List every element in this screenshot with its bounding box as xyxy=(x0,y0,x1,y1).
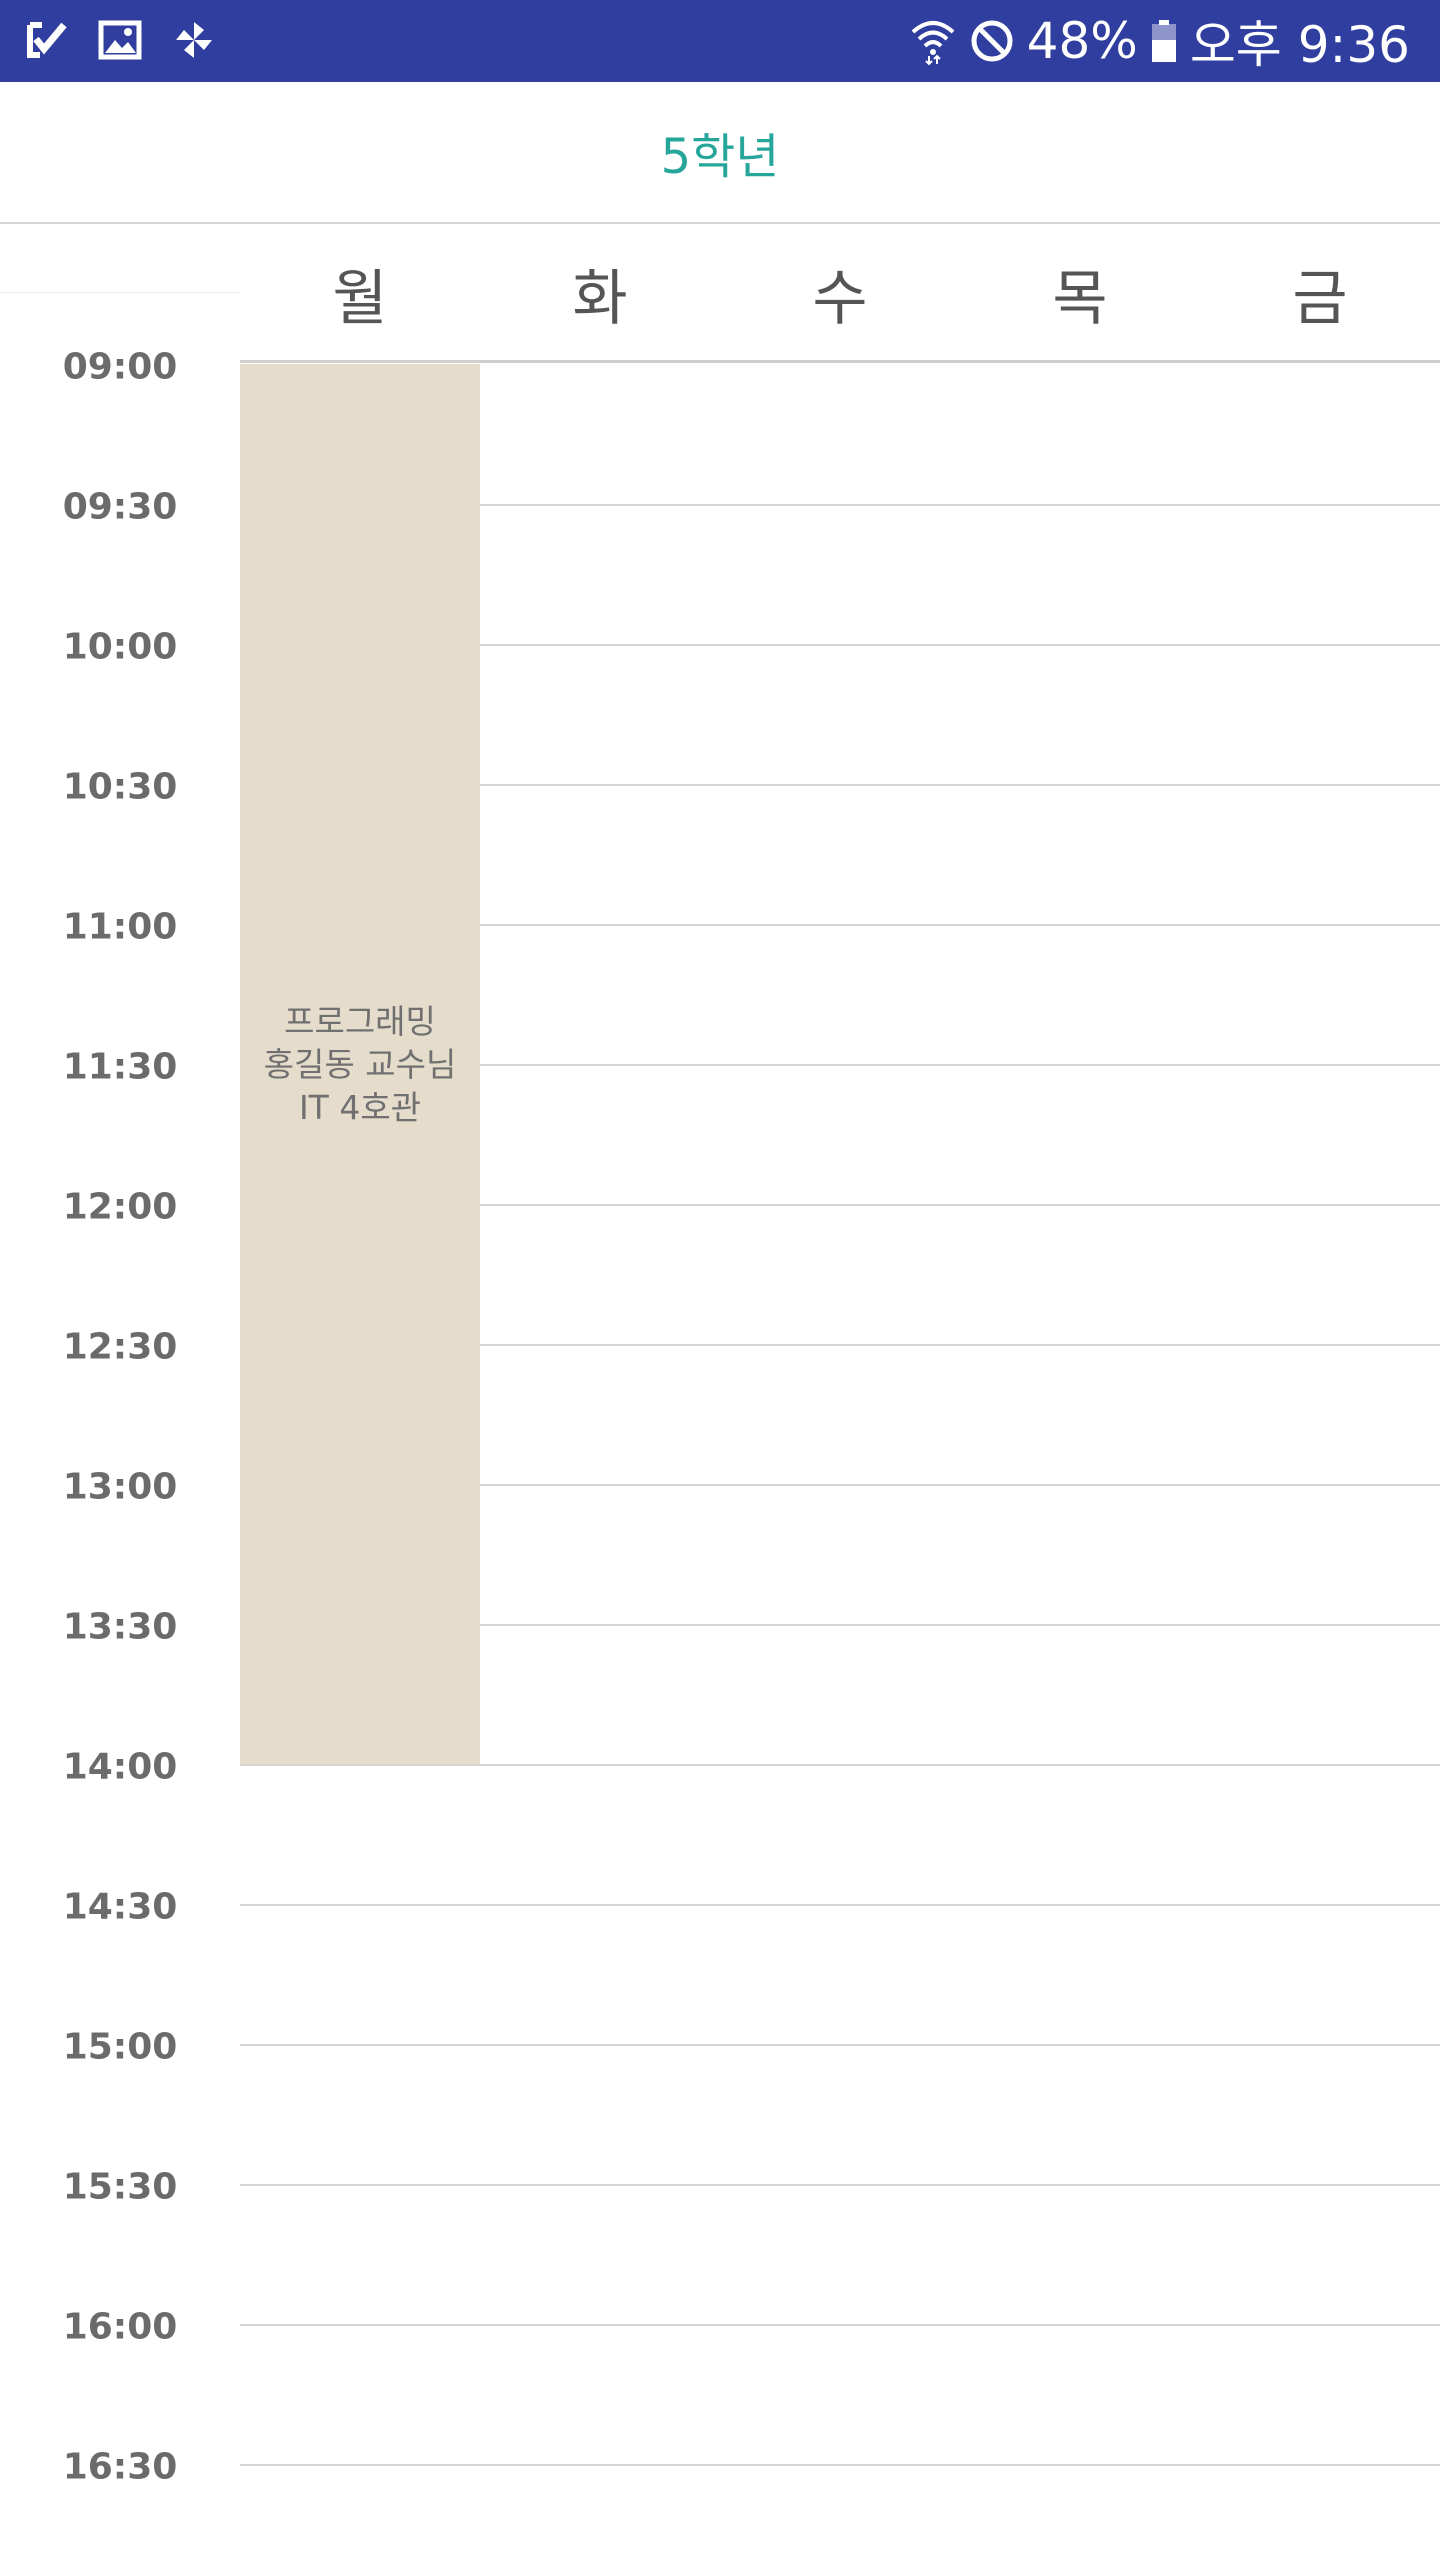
time-label: 11:30 xyxy=(62,1046,178,1088)
battery-percent: 48% xyxy=(1026,12,1138,70)
notification-icons xyxy=(26,18,216,62)
time-label: 13:00 xyxy=(62,1466,178,1508)
time-row-line xyxy=(480,784,1440,786)
time-row-line xyxy=(240,1904,1440,1906)
timetable-grid: 월 화 수 목 금 09:00 09:30 10:00 10:30 11:00 11:30… xyxy=(0,224,1440,2560)
time-label: 14:00 xyxy=(62,1746,178,1788)
clock: 오후 9:36 xyxy=(1189,16,1410,74)
header-divider xyxy=(240,360,1440,363)
time-label: 09:00 xyxy=(62,346,178,388)
event-professor: 홍길동 교수님 xyxy=(263,1044,457,1084)
time-label: 13:30 xyxy=(62,1606,178,1648)
do-not-disturb-icon xyxy=(969,18,1015,64)
class-event-block[interactable]: 프로그래밍 홍길동 교수님 IT 4호관 xyxy=(240,364,480,1764)
gallery-icon xyxy=(98,20,142,60)
time-row-line xyxy=(480,924,1440,926)
time-label: 09:30 xyxy=(62,486,178,528)
wifi-icon xyxy=(909,16,957,66)
time-label: 10:00 xyxy=(62,626,178,668)
time-label: 10:30 xyxy=(62,766,178,808)
time-row-line xyxy=(240,2044,1440,2046)
time-label: 12:30 xyxy=(62,1326,178,1368)
time-label: 14:30 xyxy=(62,1886,178,1928)
day-header-fri: 금 xyxy=(1292,263,1348,334)
page-title: 5학년 xyxy=(660,129,780,185)
event-details: 프로그래밍 홍길동 교수님 IT 4호관 xyxy=(264,1000,457,1129)
status-bar: 48% 오후 9:36 xyxy=(0,0,1440,82)
system-status: 48% 오후 9:36 xyxy=(909,0,1410,82)
corner-divider xyxy=(0,292,240,293)
time-row-line xyxy=(240,2464,1440,2466)
time-row-line xyxy=(480,1344,1440,1346)
day-header-thu: 목 xyxy=(1052,263,1108,334)
time-label: 15:00 xyxy=(62,2026,178,2068)
event-course-name: 프로그래밍 xyxy=(284,1001,436,1041)
time-label: 16:30 xyxy=(62,2446,178,2488)
time-row-line xyxy=(480,1204,1440,1206)
time-row-line xyxy=(480,644,1440,646)
day-header-mon: 월 xyxy=(332,263,388,334)
time-label: 16:00 xyxy=(62,2306,178,2348)
day-header-tue: 화 xyxy=(572,263,628,334)
app-header: 5학년 xyxy=(0,82,1440,224)
time-row-line xyxy=(240,2184,1440,2186)
time-row-line xyxy=(480,504,1440,506)
battery-icon xyxy=(1150,18,1178,64)
time-label: 11:00 xyxy=(62,906,178,948)
check-notification-icon xyxy=(26,19,68,61)
pinwheel-icon xyxy=(172,18,216,62)
time-row-line xyxy=(480,1624,1440,1626)
time-row-line xyxy=(480,1484,1440,1486)
time-row-line xyxy=(240,1764,1440,1766)
time-row-line xyxy=(480,1064,1440,1066)
day-header-wed: 수 xyxy=(812,263,868,334)
time-label: 15:30 xyxy=(62,2166,178,2208)
event-room: IT 4호관 xyxy=(298,1087,422,1127)
day-header-row: 월 화 수 목 금 xyxy=(0,224,1440,363)
time-row-line xyxy=(240,2324,1440,2326)
time-label: 12:00 xyxy=(62,1186,178,1228)
